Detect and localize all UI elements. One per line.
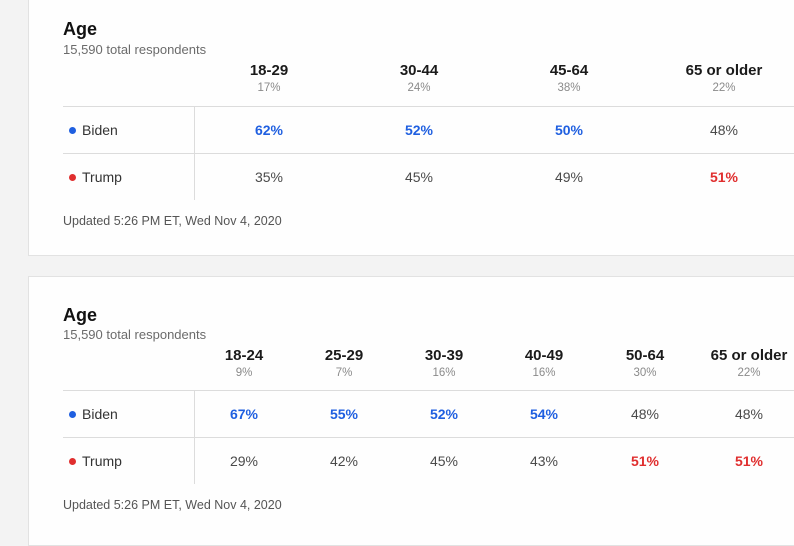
column-divider [194,106,195,200]
column-share: 16% [532,367,556,379]
column-share: 24% [407,82,431,94]
column-label: 18-24 [224,347,264,364]
column-label: 45-64 [549,62,589,79]
column-header-30-44: 30-44 24% [364,62,474,94]
exit-poll-card-age-4-groups: Age 15,590 total respondents 18-29 17% 3… [28,0,794,256]
biden-value-30-44: 52% [404,122,434,138]
column-divider [194,390,195,484]
candidate-name: Biden [82,406,118,422]
candidate-label-biden: Biden [69,406,118,422]
candidate-label-trump: Trump [69,169,122,185]
biden-value-65-or-older: 48% [709,122,739,138]
column-header-25-29: 25-29 7% [289,347,399,379]
card-title: Age [63,19,98,39]
column-share: 38% [557,82,581,94]
column-share: 30% [633,367,657,379]
biden-value-45-64: 50% [554,122,584,138]
column-label: 30-39 [424,347,464,364]
trump-value-40-49: 43% [529,453,559,469]
card-title: Age [63,305,98,325]
trump-value-18-29: 35% [254,169,284,185]
column-label: 18-29 [249,62,289,79]
column-label: 40-49 [524,347,564,364]
trump-value-25-29: 42% [329,453,359,469]
column-header-18-24: 18-24 9% [189,347,299,379]
column-header-45-64: 45-64 38% [514,62,624,94]
column-label: 50-64 [625,347,665,364]
trump-value-65-or-older: 51% [734,453,764,469]
biden-value-50-64: 48% [630,406,660,422]
biden-value-18-29: 62% [254,122,284,138]
column-header-50-64: 50-64 30% [590,347,700,379]
column-share: 17% [257,82,281,94]
column-header-18-29: 18-29 17% [214,62,324,94]
column-header-65-or-older: 65 or older 22% [694,347,794,379]
candidate-label-trump: Trump [69,453,122,469]
biden-dot-icon [69,410,76,418]
biden-dot-icon [69,126,76,134]
column-label: 65 or older [710,347,788,364]
candidate-name: Biden [82,122,118,138]
trump-value-30-44: 45% [404,169,434,185]
biden-value-65-or-older: 48% [734,406,764,422]
row-divider [63,106,794,107]
biden-value-30-39: 52% [429,406,459,422]
column-label: 30-44 [399,62,439,79]
trump-value-65-or-older: 51% [709,169,739,185]
column-header-40-49: 40-49 16% [489,347,599,379]
updated-timestamp: Updated 5:26 PM ET, Wed Nov 4, 2020 [63,214,282,228]
trump-dot-icon [69,457,76,465]
column-label: 25-29 [324,347,364,364]
exit-poll-card-age-6-groups: Age 15,590 total respondents 18-24 9% 25… [28,276,794,546]
biden-value-18-24: 67% [229,406,259,422]
candidate-name: Trump [82,453,122,469]
candidate-label-biden: Biden [69,122,118,138]
column-label: 65 or older [685,62,763,79]
column-share: 22% [712,82,736,94]
row-divider [63,390,794,391]
trump-dot-icon [69,173,76,181]
trump-value-30-39: 45% [429,453,459,469]
trump-value-18-24: 29% [229,453,259,469]
trump-value-45-64: 49% [554,169,584,185]
column-header-30-39: 30-39 16% [389,347,499,379]
updated-timestamp: Updated 5:26 PM ET, Wed Nov 4, 2020 [63,498,282,512]
row-divider [63,153,794,154]
column-header-65-or-older: 65 or older 22% [669,62,779,94]
column-share: 7% [335,367,353,379]
card-subtitle: 15,590 total respondents [63,42,207,57]
column-share: 22% [737,367,761,379]
biden-value-25-29: 55% [329,406,359,422]
column-share: 9% [235,367,253,379]
row-divider [63,437,794,438]
card-subtitle: 15,590 total respondents [63,327,207,342]
trump-value-50-64: 51% [630,453,660,469]
column-share: 16% [432,367,456,379]
biden-value-40-49: 54% [529,406,559,422]
candidate-name: Trump [82,169,122,185]
